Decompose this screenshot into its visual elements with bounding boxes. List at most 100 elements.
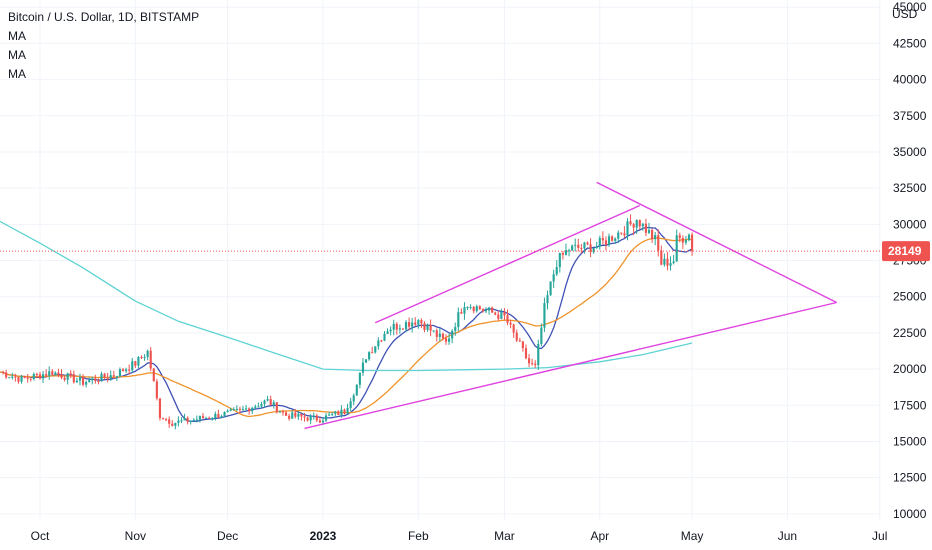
candle-body xyxy=(481,309,484,312)
candle-body xyxy=(263,400,266,404)
candle-body xyxy=(100,373,103,382)
candle-body xyxy=(577,244,580,248)
ma-legend-1[interactable]: MA xyxy=(8,29,26,43)
candle-body xyxy=(497,314,500,319)
x-tick-label: Feb xyxy=(408,529,429,543)
candle-body xyxy=(666,258,669,266)
candle-body xyxy=(251,407,254,412)
candle-body xyxy=(574,244,577,246)
candle-body xyxy=(328,414,331,416)
candle-body xyxy=(257,406,260,408)
candle-body xyxy=(614,238,617,241)
candle-body xyxy=(140,356,143,358)
candle-body xyxy=(361,362,365,373)
candle-body xyxy=(451,330,454,339)
candle-body xyxy=(681,237,684,243)
candle-body xyxy=(158,398,162,419)
candle-body xyxy=(45,374,48,376)
candle-body xyxy=(103,373,106,378)
candle-body xyxy=(174,422,177,426)
candle-body xyxy=(26,377,29,379)
candle-body xyxy=(128,369,131,371)
candle-body xyxy=(195,419,198,421)
candle-body xyxy=(444,338,448,342)
candle-body xyxy=(220,416,223,418)
candle-body xyxy=(484,310,488,312)
candle-body xyxy=(417,320,420,325)
ma-line xyxy=(0,237,693,418)
candle-body xyxy=(414,322,417,325)
candle-body xyxy=(171,423,174,426)
candle-body xyxy=(244,408,248,410)
candle-body xyxy=(438,333,441,337)
candle-body xyxy=(494,312,497,315)
candle-body xyxy=(691,234,694,252)
candle-body xyxy=(540,327,543,344)
candle-body xyxy=(143,357,146,359)
candle-body xyxy=(426,325,429,330)
candle-body xyxy=(383,333,386,341)
y-tick-label: 42500 xyxy=(893,36,927,50)
y-tick-label: 35000 xyxy=(893,145,927,159)
candle-body xyxy=(66,373,69,380)
candle-body xyxy=(146,350,149,358)
candle-body xyxy=(48,371,51,376)
candle-body xyxy=(466,307,469,309)
y-tick-label: 12500 xyxy=(893,471,927,485)
candle-body xyxy=(374,346,377,353)
candle-body xyxy=(500,311,503,319)
candle-body xyxy=(300,414,303,417)
chart-legend: Bitcoin / U.S. Dollar, 1D, BITSTAMP MA M… xyxy=(8,8,199,84)
candle-body xyxy=(11,376,14,378)
candle-body xyxy=(404,322,408,330)
y-tick-label: 20000 xyxy=(893,362,927,376)
y-tick-label: 45000 xyxy=(893,0,927,14)
candle-body xyxy=(17,377,20,382)
candle-body xyxy=(632,224,635,228)
candle-body xyxy=(54,372,57,375)
candle-body xyxy=(269,399,272,406)
grid-lines xyxy=(0,0,881,520)
trendline-upper-falling xyxy=(596,181,837,304)
y-tick-label: 10000 xyxy=(893,507,927,521)
candle-body xyxy=(60,374,63,378)
y-tick-label: 25000 xyxy=(893,290,927,304)
time-axis[interactable]: Oct Nov Dec 2023 Feb Mar Apr May Jun Jul xyxy=(31,529,888,543)
candle-body xyxy=(592,247,595,253)
ma-legend-3[interactable]: MA xyxy=(8,67,26,81)
candle-body xyxy=(617,232,620,239)
y-tick-label: 37500 xyxy=(893,109,927,123)
candle-body xyxy=(32,373,35,379)
candle-body xyxy=(429,325,432,331)
candle-body xyxy=(620,232,623,234)
candle-body xyxy=(81,377,85,385)
candle-body xyxy=(78,377,82,381)
candle-body xyxy=(321,420,325,423)
candle-body xyxy=(515,332,518,341)
candle-body xyxy=(386,331,389,334)
candle-body xyxy=(684,240,688,243)
symbol-title[interactable]: Bitcoin / U.S. Dollar, 1D, BITSTAMP xyxy=(8,10,200,24)
candle-body xyxy=(5,372,8,378)
candle-body xyxy=(487,307,491,311)
candle-body xyxy=(441,333,445,339)
candle-body xyxy=(611,236,614,241)
candle-body xyxy=(368,352,371,360)
candle-body xyxy=(349,401,352,409)
candle-body xyxy=(51,371,54,375)
last-price-value: 28149 xyxy=(888,244,922,258)
candle-body xyxy=(638,220,641,227)
candle-body xyxy=(340,409,343,416)
x-tick-label: May xyxy=(681,529,704,543)
candle-body xyxy=(223,411,226,417)
x-tick-label: Oct xyxy=(31,529,50,543)
candle-body xyxy=(180,420,183,422)
candle-body xyxy=(306,417,309,421)
candle-body xyxy=(346,408,349,414)
candle-body xyxy=(324,415,328,421)
trendline-lower-rising xyxy=(304,301,837,430)
ma-legend-2[interactable]: MA xyxy=(8,48,26,62)
candle-body xyxy=(57,372,60,375)
candle-body xyxy=(112,375,115,377)
